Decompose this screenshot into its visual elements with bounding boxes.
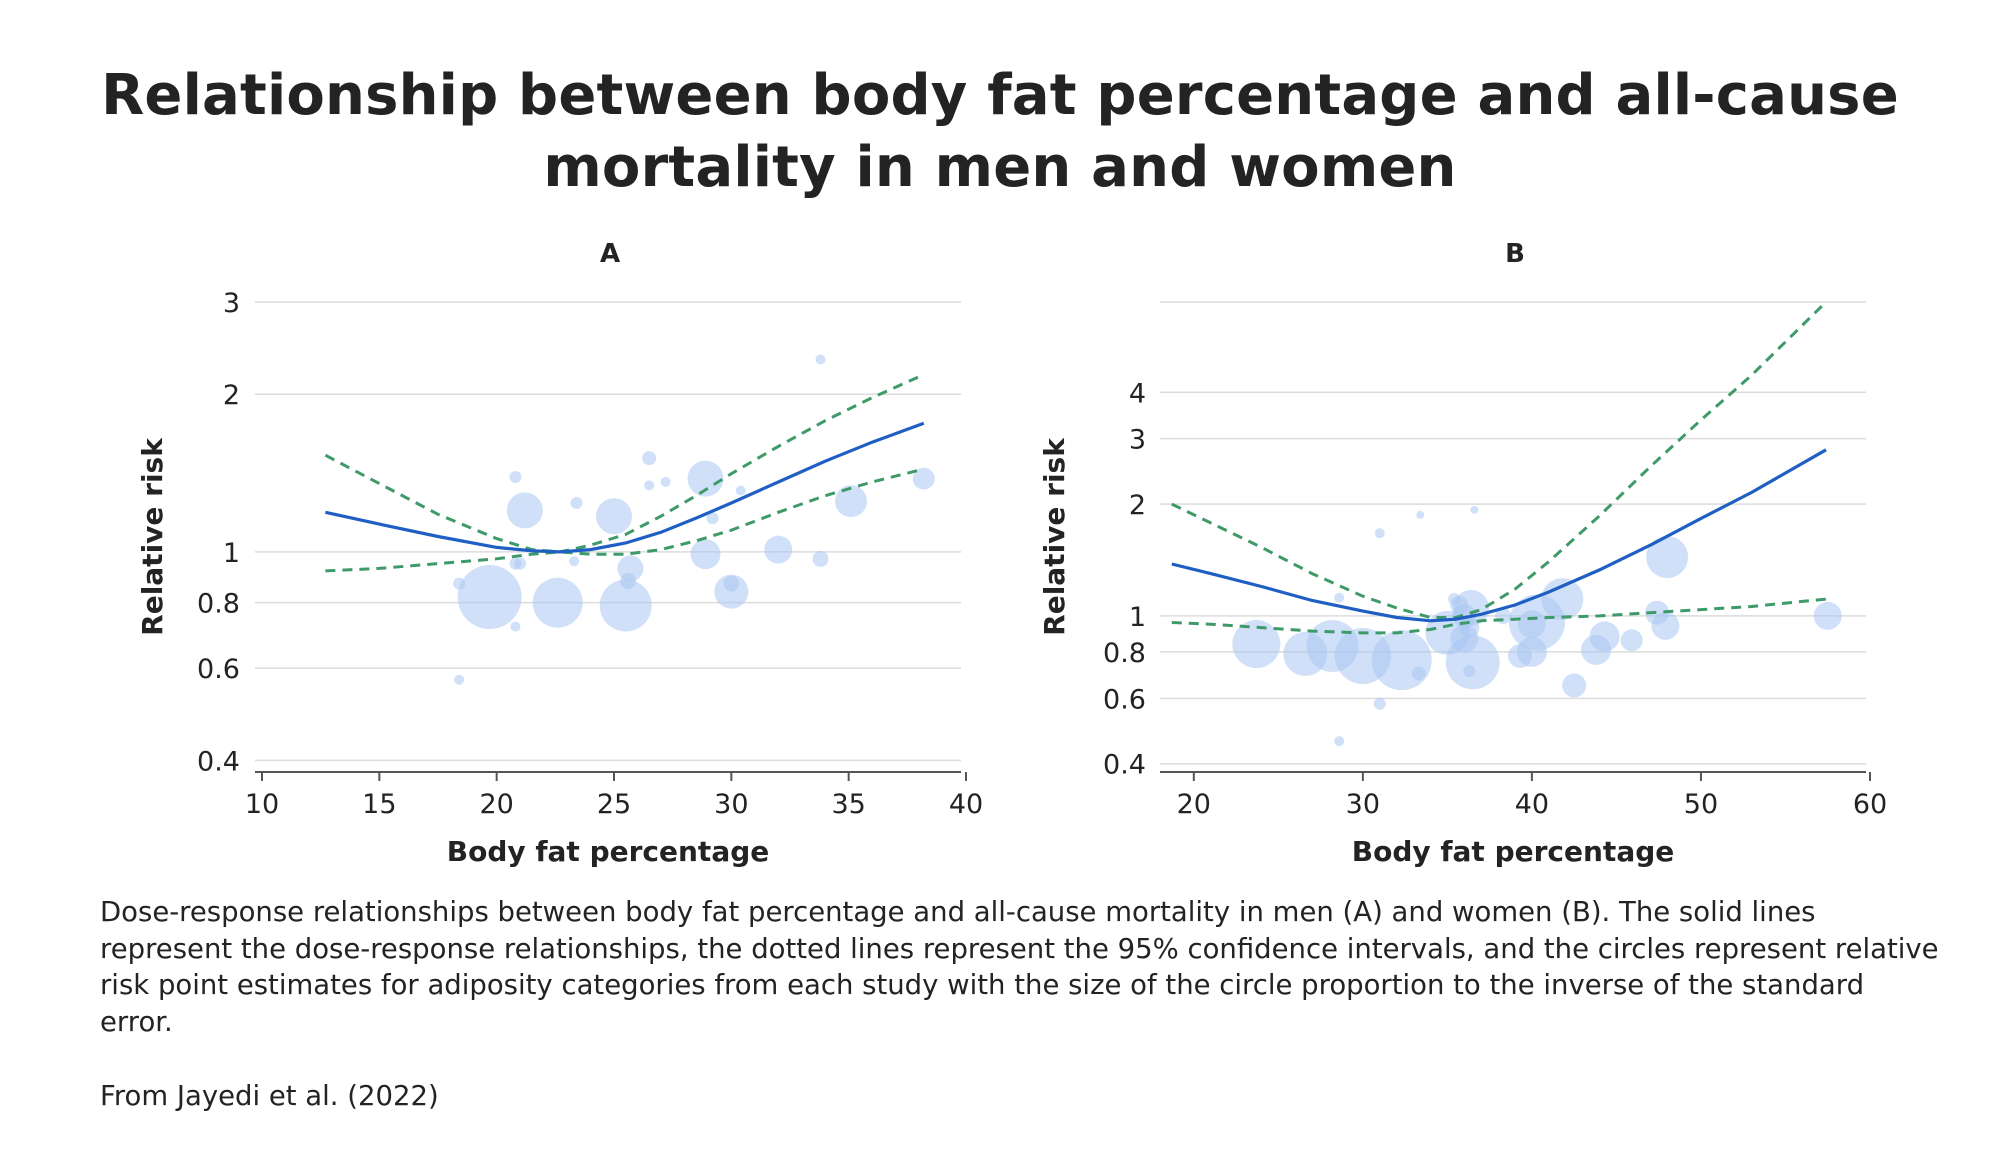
data-point xyxy=(1562,673,1587,698)
y-axis-title: Relative risk xyxy=(1038,437,1071,636)
data-point xyxy=(723,575,740,592)
x-tick-label: 50 xyxy=(1684,789,1718,820)
data-point xyxy=(1589,621,1620,652)
data-point xyxy=(509,470,522,483)
data-point xyxy=(1445,635,1500,690)
data-point xyxy=(1470,505,1479,514)
data-point xyxy=(1620,629,1643,652)
data-point xyxy=(815,354,826,365)
panel-label: B xyxy=(1505,239,1525,269)
data-point xyxy=(1371,630,1432,691)
x-axis-title: Body fat percentage xyxy=(1352,835,1675,868)
data-point xyxy=(569,556,580,567)
y-tick-label: 1 xyxy=(223,538,240,569)
data-point xyxy=(642,451,657,466)
data-point xyxy=(570,496,583,509)
data-point xyxy=(1651,611,1680,640)
x-tick-label: 25 xyxy=(597,789,631,820)
x-axis-title: Body fat percentage xyxy=(447,835,770,868)
data-point xyxy=(457,565,522,630)
x-tick-label: 15 xyxy=(362,789,396,820)
data-point xyxy=(532,577,583,628)
data-point xyxy=(510,621,521,632)
ci-upper-line xyxy=(1171,300,1828,619)
panel-label: A xyxy=(600,239,620,269)
y-tick-label: 2 xyxy=(1129,490,1146,521)
x-tick-label: 40 xyxy=(1515,789,1549,820)
y-tick-label: 0.8 xyxy=(1103,638,1146,669)
y-tick-label: 4 xyxy=(1129,378,1146,409)
y-axis-title: Relative risk xyxy=(136,437,169,636)
data-point xyxy=(1463,665,1476,678)
data-point xyxy=(644,480,655,491)
data-point xyxy=(660,476,671,487)
x-tick-label: 30 xyxy=(714,789,748,820)
data-point xyxy=(764,535,793,564)
y-tick-label: 1 xyxy=(1129,602,1146,633)
y-tick-label: 2 xyxy=(223,380,240,411)
data-point xyxy=(620,572,637,589)
data-point xyxy=(1646,536,1689,579)
data-point xyxy=(1416,510,1425,519)
x-tick-label: 35 xyxy=(831,789,865,820)
data-point xyxy=(514,557,527,570)
y-tick-label: 0.6 xyxy=(197,654,240,685)
data-point xyxy=(596,498,632,535)
x-tick-label: 10 xyxy=(245,789,279,820)
data-point xyxy=(1232,620,1281,669)
panel-b: 0.4 0.6 0.8 1 2 3 4 20 30 40 50 60 B Body fat percent… xyxy=(1038,239,1887,868)
data-point xyxy=(706,512,719,525)
x-tick-label: 20 xyxy=(1177,789,1211,820)
ci-lower-line xyxy=(1171,597,1827,635)
y-tick-label: 0.6 xyxy=(1103,684,1146,715)
data-point xyxy=(1374,528,1385,539)
figure-source: From Jayedi et al. (2022) xyxy=(100,1080,439,1112)
data-point xyxy=(1334,592,1345,603)
data-point xyxy=(454,674,465,685)
data-point xyxy=(1813,601,1842,630)
page-title: Relationship between body fat percentage… xyxy=(101,63,1899,200)
data-point xyxy=(912,467,935,490)
data-point xyxy=(1334,736,1345,747)
dose-response-line xyxy=(1171,448,1827,623)
ci-upper-line xyxy=(324,373,925,554)
dose-response-line xyxy=(325,421,925,554)
data-point xyxy=(687,460,724,497)
data-point xyxy=(812,550,829,567)
data-point xyxy=(1411,666,1426,681)
data-point xyxy=(599,579,652,632)
ci-lower-line xyxy=(325,467,925,573)
figure-caption: Dose-response relationships between body… xyxy=(100,896,1939,1038)
panel-a: 0.4 0.6 0.8 1 2 3 10 15 20 25 30 35 40 A Body fat perc… xyxy=(136,239,983,868)
x-tick-label: 20 xyxy=(479,789,513,820)
x-tick-label: 60 xyxy=(1853,789,1887,820)
y-tick-label: 0.4 xyxy=(1103,750,1146,781)
data-point xyxy=(735,485,746,496)
y-tick-label: 3 xyxy=(1129,425,1146,456)
y-tick-label: 3 xyxy=(223,288,240,319)
y-tick-label: 0.8 xyxy=(197,589,240,620)
y-tick-label: 0.4 xyxy=(197,746,240,777)
data-point xyxy=(835,485,868,518)
x-tick-label: 40 xyxy=(949,789,983,820)
x-tick-label: 30 xyxy=(1346,789,1380,820)
charts-canvas: 0.4 0.6 0.8 1 2 3 10 15 20 25 30 35 40 A Body fat perc… xyxy=(136,239,1887,868)
data-point xyxy=(1373,697,1386,710)
data-point xyxy=(690,539,721,570)
data-point xyxy=(506,492,543,529)
data-point xyxy=(1541,578,1584,621)
